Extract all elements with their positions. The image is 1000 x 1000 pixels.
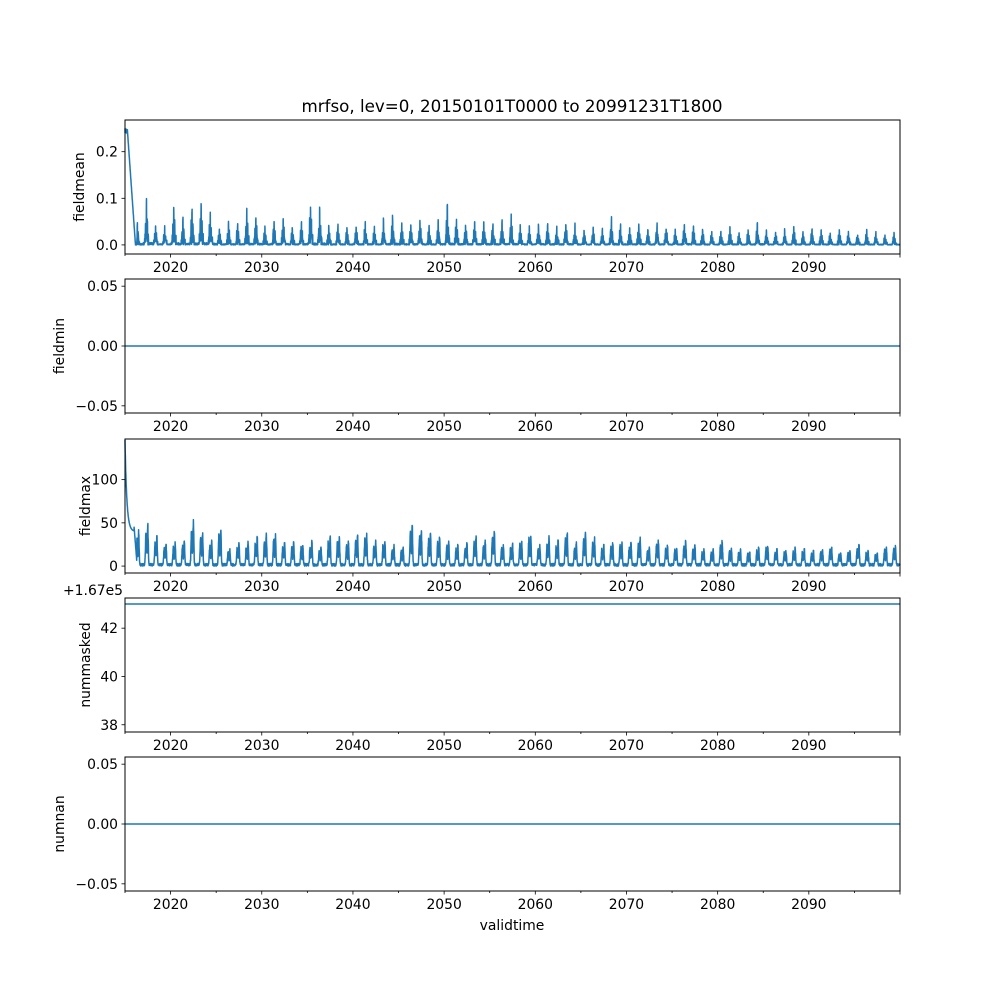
fieldmean-axes-frame	[124, 119, 901, 255]
y-tick-label: 0.05	[87, 279, 118, 295]
x-tick-label: 2080	[700, 738, 735, 754]
fieldmean-series-line	[124, 127, 901, 246]
y-tick-label: −0.05	[75, 399, 118, 415]
x-tick-label: 2040	[335, 260, 370, 276]
x-tick-label: 2080	[700, 897, 735, 913]
x-tick-label: 2070	[609, 260, 644, 276]
x-tick-label: 2060	[518, 897, 553, 913]
y-axis-label-fieldmin: fieldmin	[52, 318, 68, 374]
y-tick-label: 0.00	[87, 339, 118, 355]
x-tick-label: 2020	[153, 738, 188, 754]
x-axis-label: validtime	[480, 918, 545, 934]
x-tick-label: 2030	[244, 738, 279, 754]
x-tick-label: 2070	[609, 419, 644, 435]
x-tick-label: 2090	[791, 260, 826, 276]
x-tick-label: 2040	[335, 579, 370, 595]
y-tick-label: 42	[100, 621, 118, 637]
x-tick-label: 2020	[153, 897, 188, 913]
x-tick-label: 2050	[426, 260, 461, 276]
x-tick-label: 2080	[700, 260, 735, 276]
x-tick-label: 2070	[609, 579, 644, 595]
y-tick-label: 0.0	[96, 238, 118, 254]
y-axis-label-nummasked: nummasked	[78, 622, 94, 707]
subplot-fieldmean: 2020 2030 2040 2050 2060 2070 2080 2090 0.0 0.1 0.…	[72, 119, 901, 276]
x-tick-label: 2030	[244, 419, 279, 435]
y-tick-label: 0	[109, 559, 118, 575]
y-tick-label: 0.05	[87, 757, 118, 773]
x-tick-label: 2080	[700, 419, 735, 435]
subplot-fieldmax: 2020 2030 2040 2050 2060 2070 2080 2090 0 50 100fi…	[78, 438, 901, 595]
x-tick-label: 2030	[244, 579, 279, 595]
y-tick-label: 38	[100, 718, 118, 734]
x-tick-label: 2040	[335, 738, 370, 754]
x-tick-label: 2030	[244, 260, 279, 276]
x-tick-label: 2090	[791, 738, 826, 754]
x-tick-label: 2020	[153, 419, 188, 435]
x-tick-label: 2050	[426, 738, 461, 754]
y-tick-label: 0.2	[96, 145, 118, 161]
y-tick-label: 0.1	[96, 191, 118, 207]
y-axis-label-fieldmax: fieldmax	[78, 476, 94, 536]
y-axis-label-fieldmean: fieldmean	[72, 152, 88, 221]
chart-title: mrfso, lev=0, 20150101T0000 to 20991231T…	[301, 96, 722, 116]
x-tick-label: 2050	[426, 897, 461, 913]
fieldmax-axes-frame	[124, 438, 901, 574]
x-tick-label: 2040	[335, 897, 370, 913]
y-tick-label: 100	[91, 473, 118, 489]
x-tick-label: 2060	[518, 419, 553, 435]
x-tick-label: 2040	[335, 419, 370, 435]
x-tick-label: 2090	[791, 579, 826, 595]
fieldmax-series-line	[124, 439, 901, 567]
x-tick-label: 2030	[244, 897, 279, 913]
x-tick-label: 2050	[426, 419, 461, 435]
x-tick-label: 2070	[609, 738, 644, 754]
x-tick-label: 2070	[609, 897, 644, 913]
x-tick-label: 2020	[153, 579, 188, 595]
x-tick-label: 2050	[426, 579, 461, 595]
y-tick-label: 40	[100, 669, 118, 685]
y-tick-label: 0.00	[87, 817, 118, 833]
y-offset-text: +1.67e5	[63, 583, 123, 599]
x-tick-label: 2060	[518, 579, 553, 595]
x-tick-label: 2090	[791, 897, 826, 913]
subplot-nummasked: 2020 2030 2040 2050 2060 2070 2080 2090 38 40 42 nu…	[63, 583, 901, 754]
y-axis-label-numnan: numnan	[52, 795, 68, 852]
subplot-fieldmin: 2020 2030 2040 2050 2060 2070 2080 2090 −0.05 0.0…	[52, 278, 901, 435]
x-tick-label: 2060	[518, 260, 553, 276]
x-tick-label: 2060	[518, 738, 553, 754]
y-tick-label: −0.05	[75, 877, 118, 893]
x-tick-label: 2020	[153, 260, 188, 276]
y-tick-label: 50	[100, 516, 118, 532]
x-tick-label: 2080	[700, 579, 735, 595]
subplot-numnan: 2020 2030 2040 2050 2060 2070 2080 2090 −0.05 0.0…	[52, 756, 901, 913]
nummasked-axes-frame	[124, 597, 901, 733]
x-tick-label: 2090	[791, 419, 826, 435]
